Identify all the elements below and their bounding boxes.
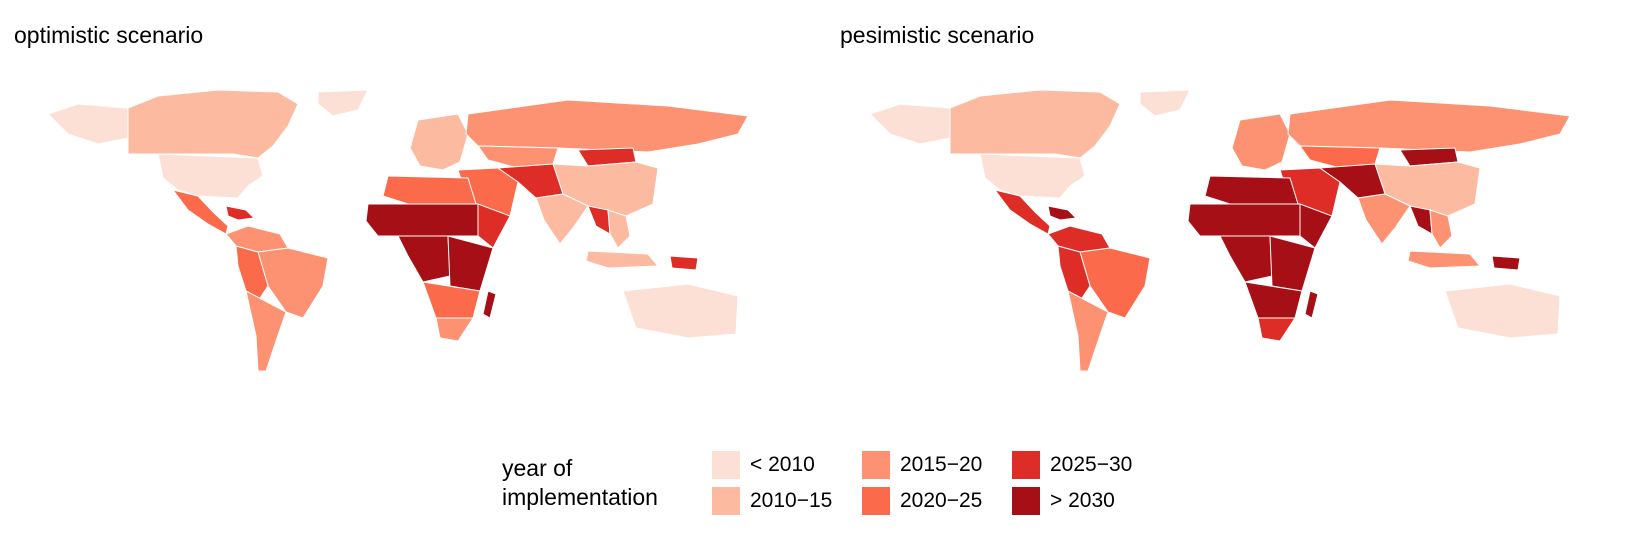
legend-label: > 2030 (1050, 489, 1115, 512)
region-usa (979, 153, 1086, 199)
legend-label: 2015−20 (900, 453, 983, 476)
region-southeast-asia (1429, 209, 1453, 249)
region-greenland (1139, 89, 1191, 117)
region-brazil (1079, 247, 1151, 319)
region-png (669, 255, 699, 271)
region-alaska (870, 103, 951, 145)
region-madagascar (482, 290, 497, 319)
legend-item-2025-30: 2025−30 (1012, 450, 1132, 480)
legend-swatch (1012, 487, 1040, 515)
legend-title-line1: year of (502, 455, 573, 481)
region-australia (622, 283, 739, 339)
legend-label: 2010−15 (750, 489, 833, 512)
legend-item-before-2010: < 2010 (712, 450, 815, 480)
legend-label: < 2010 (750, 453, 815, 476)
region-caribbean (1047, 205, 1078, 221)
region-south-africa (1257, 317, 1296, 342)
region-sahel (365, 203, 479, 237)
region-india (535, 193, 589, 245)
legend-label: 2025−30 (1050, 453, 1133, 476)
region-myanmar-laos (587, 205, 611, 235)
region-central-africa (397, 235, 451, 283)
region-australia (1444, 283, 1561, 339)
region-canada (127, 89, 299, 159)
legend-item-2015-20: 2015−20 (862, 450, 982, 480)
region-canada (949, 89, 1121, 159)
region-north-africa (1204, 175, 1299, 205)
optimistic-world-map (48, 89, 749, 372)
region-south-africa (435, 317, 474, 342)
legend-label: 2020−25 (900, 489, 983, 512)
region-north-africa (382, 175, 477, 205)
region-europe (1231, 113, 1291, 171)
region-east-africa (447, 235, 494, 292)
region-south-america-north (1047, 225, 1111, 253)
region-mexico-central (993, 189, 1051, 235)
region-greenland (317, 89, 369, 117)
region-myanmar-laos (1409, 205, 1433, 235)
region-madagascar (1304, 290, 1319, 319)
region-alaska (48, 103, 129, 145)
region-usa (157, 153, 264, 199)
pessimistic-world-map (870, 89, 1571, 372)
legend-title-line2: implementation (502, 484, 658, 510)
region-east-africa (1269, 235, 1316, 292)
region-caribbean (225, 205, 256, 221)
legend-item-2020-25: 2020−25 (862, 486, 982, 516)
legend-swatch (862, 487, 890, 515)
legend-item-2010-15: 2010−15 (712, 486, 832, 516)
region-png (1491, 255, 1521, 271)
legend-title: year of implementation (502, 454, 658, 512)
region-southern-cone (245, 290, 287, 372)
region-indonesia (585, 250, 660, 269)
region-russia (1287, 99, 1571, 153)
legend-item-after-2030: > 2030 (1012, 486, 1115, 516)
region-southeast-asia (607, 209, 631, 249)
region-south-america-north (225, 225, 289, 253)
legend-swatch (1012, 451, 1040, 479)
region-southern-cone (1067, 290, 1109, 372)
region-brazil (257, 247, 329, 319)
region-india (1357, 193, 1411, 245)
legend-swatch (712, 451, 740, 479)
region-sahel (1187, 203, 1301, 237)
region-indonesia (1407, 250, 1482, 269)
region-mexico-central (171, 189, 229, 235)
legend-swatch (862, 451, 890, 479)
region-russia (465, 99, 749, 153)
region-europe (409, 113, 469, 171)
optimistic-panel-title: optimistic scenario (14, 22, 204, 48)
region-central-africa (1219, 235, 1273, 283)
pessimistic-panel-title: pesimistic scenario (840, 22, 1035, 48)
legend-swatch (712, 487, 740, 515)
